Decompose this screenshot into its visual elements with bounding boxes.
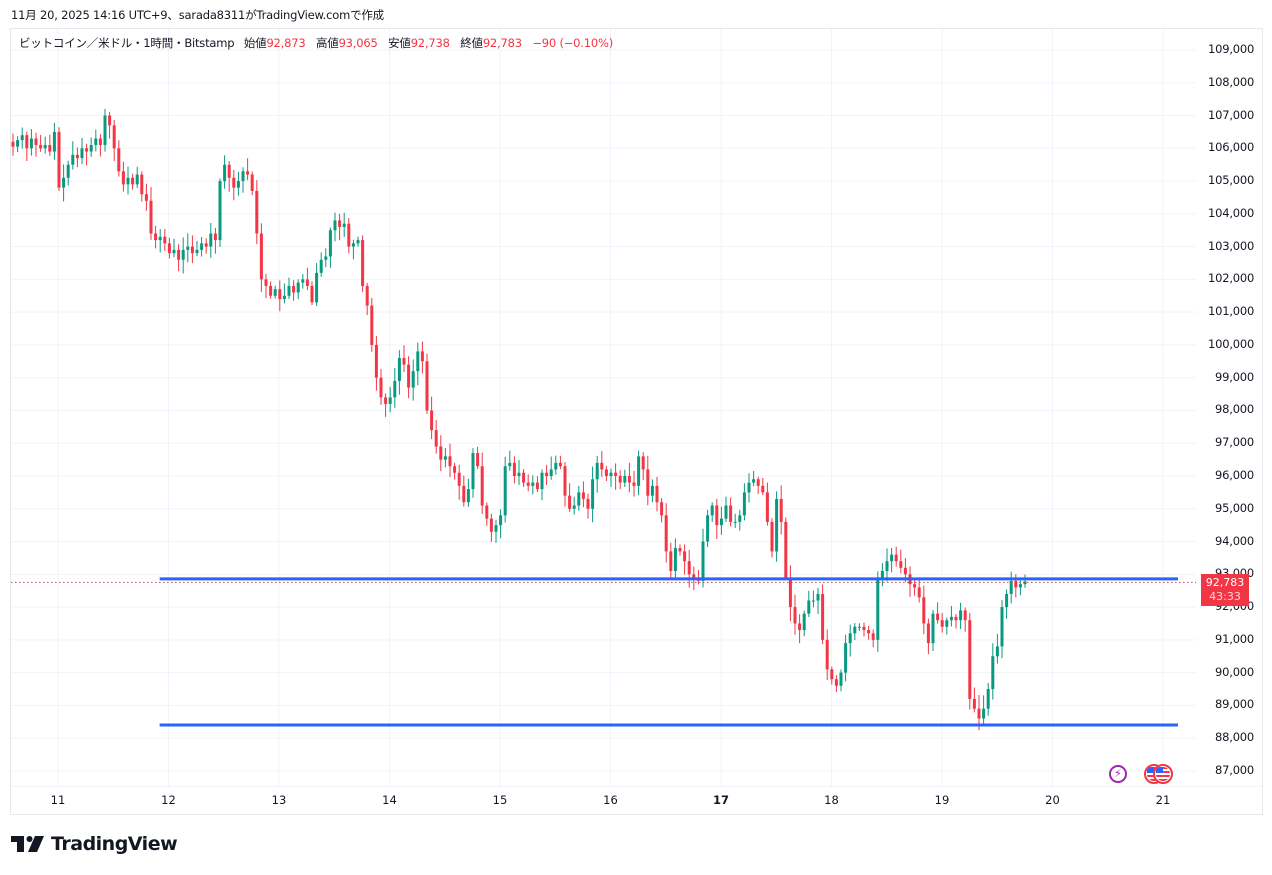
flash-icon[interactable]: ⚡ xyxy=(1109,765,1127,783)
price-tick-label: 95,000 xyxy=(1215,500,1255,515)
time-tick-label: 11 xyxy=(50,793,66,807)
price-tick-label: 108,000 xyxy=(1208,74,1255,89)
price-tick-label: 89,000 xyxy=(1215,697,1255,712)
symbol-title[interactable]: ビットコイン／米ドル・1時間・Bitstamp xyxy=(19,36,235,50)
high-value: 93,065 xyxy=(338,36,378,50)
ohlc-legend: ビットコイン／米ドル・1時間・Bitstamp 始値92,873 高値93,06… xyxy=(19,35,620,51)
time-tick-label: 12 xyxy=(161,793,176,807)
price-tick-label: 105,000 xyxy=(1208,173,1255,188)
price-tick-label: 97,000 xyxy=(1215,435,1255,450)
price-tick-label: 107,000 xyxy=(1208,107,1255,122)
time-tick-label: 17 xyxy=(712,793,730,807)
last-price-tag: 92,783 43:33 xyxy=(1201,574,1249,606)
time-tick-label: 13 xyxy=(271,793,287,807)
price-tick-label: 104,000 xyxy=(1208,205,1255,220)
logo-text: TradingView xyxy=(51,833,178,855)
low-label: 安値 xyxy=(388,36,411,50)
price-tick-label: 103,000 xyxy=(1208,238,1255,253)
time-tick-label: 21 xyxy=(1155,793,1171,807)
bar-countdown: 43:33 xyxy=(1209,590,1241,603)
price-tick-label: 94,000 xyxy=(1215,533,1255,548)
time-tick-label: 19 xyxy=(934,793,950,807)
price-tick-label: 91,000 xyxy=(1215,631,1255,646)
price-tick-label: 101,000 xyxy=(1208,304,1255,319)
open-label: 始値 xyxy=(243,36,267,50)
close-label: 終値 xyxy=(460,36,483,50)
tradingview-logo[interactable]: TradingView xyxy=(11,833,178,855)
time-tick-label: 20 xyxy=(1045,793,1060,807)
low-value: 92,738 xyxy=(410,36,450,50)
tradingview-logo-icon xyxy=(11,836,44,852)
time-tick-label: 16 xyxy=(603,793,618,807)
change-value: −90 (−0.10%) xyxy=(532,36,613,50)
price-tick-label: 106,000 xyxy=(1208,140,1255,155)
high-label: 高値 xyxy=(315,36,339,50)
time-tick-label: 18 xyxy=(824,793,839,807)
close-value: 92,783 xyxy=(482,36,522,50)
time-tick-label: 14 xyxy=(382,793,397,807)
price-tick-label: 87,000 xyxy=(1215,762,1255,777)
price-tick-label: 88,000 xyxy=(1215,730,1255,745)
last-price-value: 92,783 xyxy=(1205,576,1245,589)
price-tick-label: 102,000 xyxy=(1208,271,1255,286)
price-tick-label: 109,000 xyxy=(1208,42,1255,56)
price-tick-label: 100,000 xyxy=(1208,336,1255,351)
chart-frame[interactable] xyxy=(10,28,1263,815)
chart-caption: 11月 20, 2025 14:16 UTC+9、sarada8311がTrad… xyxy=(11,8,384,22)
price-tick-label: 99,000 xyxy=(1215,369,1255,384)
time-tick-label: 15 xyxy=(492,793,508,807)
open-value: 92,873 xyxy=(266,36,306,50)
us-flag-icon[interactable] xyxy=(1153,764,1173,784)
price-tick-label: 90,000 xyxy=(1215,664,1255,679)
price-tick-label: 98,000 xyxy=(1215,402,1255,417)
time-axis-separator xyxy=(11,786,1262,787)
price-tick-label: 96,000 xyxy=(1215,468,1255,482)
